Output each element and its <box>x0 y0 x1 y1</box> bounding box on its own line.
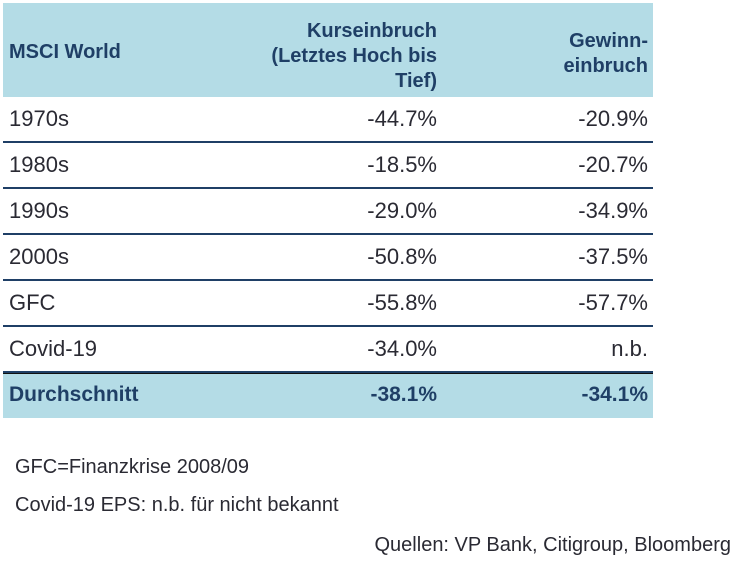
average-kurseinbruch: -38.1% <box>370 383 437 406</box>
table-row: 1970s -44.7% -20.9% <box>3 97 653 143</box>
row-kurseinbruch: -29.0% <box>367 198 437 223</box>
note-covid: Covid-19 EPS: n.b. für nicht bekannt <box>15 494 339 516</box>
table-header: MSCI World Kurseinbruch (Letztes Hoch bi… <box>3 3 653 97</box>
row-label: GFC <box>9 290 56 315</box>
row-gewinneinbruch: -20.9% <box>578 106 648 131</box>
header-line: einbruch <box>563 55 648 77</box>
row-kurseinbruch: -44.7% <box>367 106 437 131</box>
row-kurseinbruch: -50.8% <box>367 244 437 269</box>
header-msci-world: MSCI World <box>9 41 121 63</box>
row-kurseinbruch: -34.0% <box>367 336 437 361</box>
header-line: Kurseinbruch <box>306 20 437 42</box>
row-gewinneinbruch: n.b. <box>611 336 648 361</box>
table-row: 2000s -50.8% -37.5% <box>3 235 653 281</box>
row-kurseinbruch: -55.8% <box>367 290 437 315</box>
table-row: Covid-19 -34.0% n.b. <box>3 327 653 373</box>
average-row: Durchschnitt -38.1% -34.1% <box>3 373 653 418</box>
row-label: 1970s <box>9 106 69 131</box>
note-gfc: GFC=Finanzkrise 2008/09 <box>15 456 250 478</box>
header-kurseinbruch: Kurseinbruch (Letztes Hoch bis Tief) <box>271 19 437 94</box>
source-note: Quellen: VP Bank, Citigroup, Bloomberg <box>374 534 732 556</box>
header-line: (Letztes Hoch bis <box>271 45 437 67</box>
average-label: Durchschnitt <box>9 383 139 406</box>
header-line: Gewinn- <box>569 30 648 52</box>
row-gewinneinbruch: -57.7% <box>578 290 648 315</box>
row-label: Covid-19 <box>9 336 98 361</box>
header-line: Tief) <box>395 70 437 92</box>
table-row: GFC -55.8% -57.7% <box>3 281 653 327</box>
row-gewinneinbruch: -37.5% <box>578 244 648 269</box>
data-table: MSCI World Kurseinbruch (Letztes Hoch bi… <box>3 3 653 418</box>
row-gewinneinbruch: -34.9% <box>578 198 648 223</box>
row-label: 2000s <box>9 244 69 269</box>
table-row: 1990s -29.0% -34.9% <box>3 189 653 235</box>
row-label: 1980s <box>9 152 69 177</box>
table-row: 1980s -18.5% -20.7% <box>3 143 653 189</box>
average-gewinneinbruch: -34.1% <box>581 383 648 406</box>
row-kurseinbruch: -18.5% <box>367 152 437 177</box>
row-gewinneinbruch: -20.7% <box>578 152 648 177</box>
header-gewinneinbruch: Gewinn- einbruch <box>564 29 648 79</box>
row-label: 1990s <box>9 198 69 223</box>
